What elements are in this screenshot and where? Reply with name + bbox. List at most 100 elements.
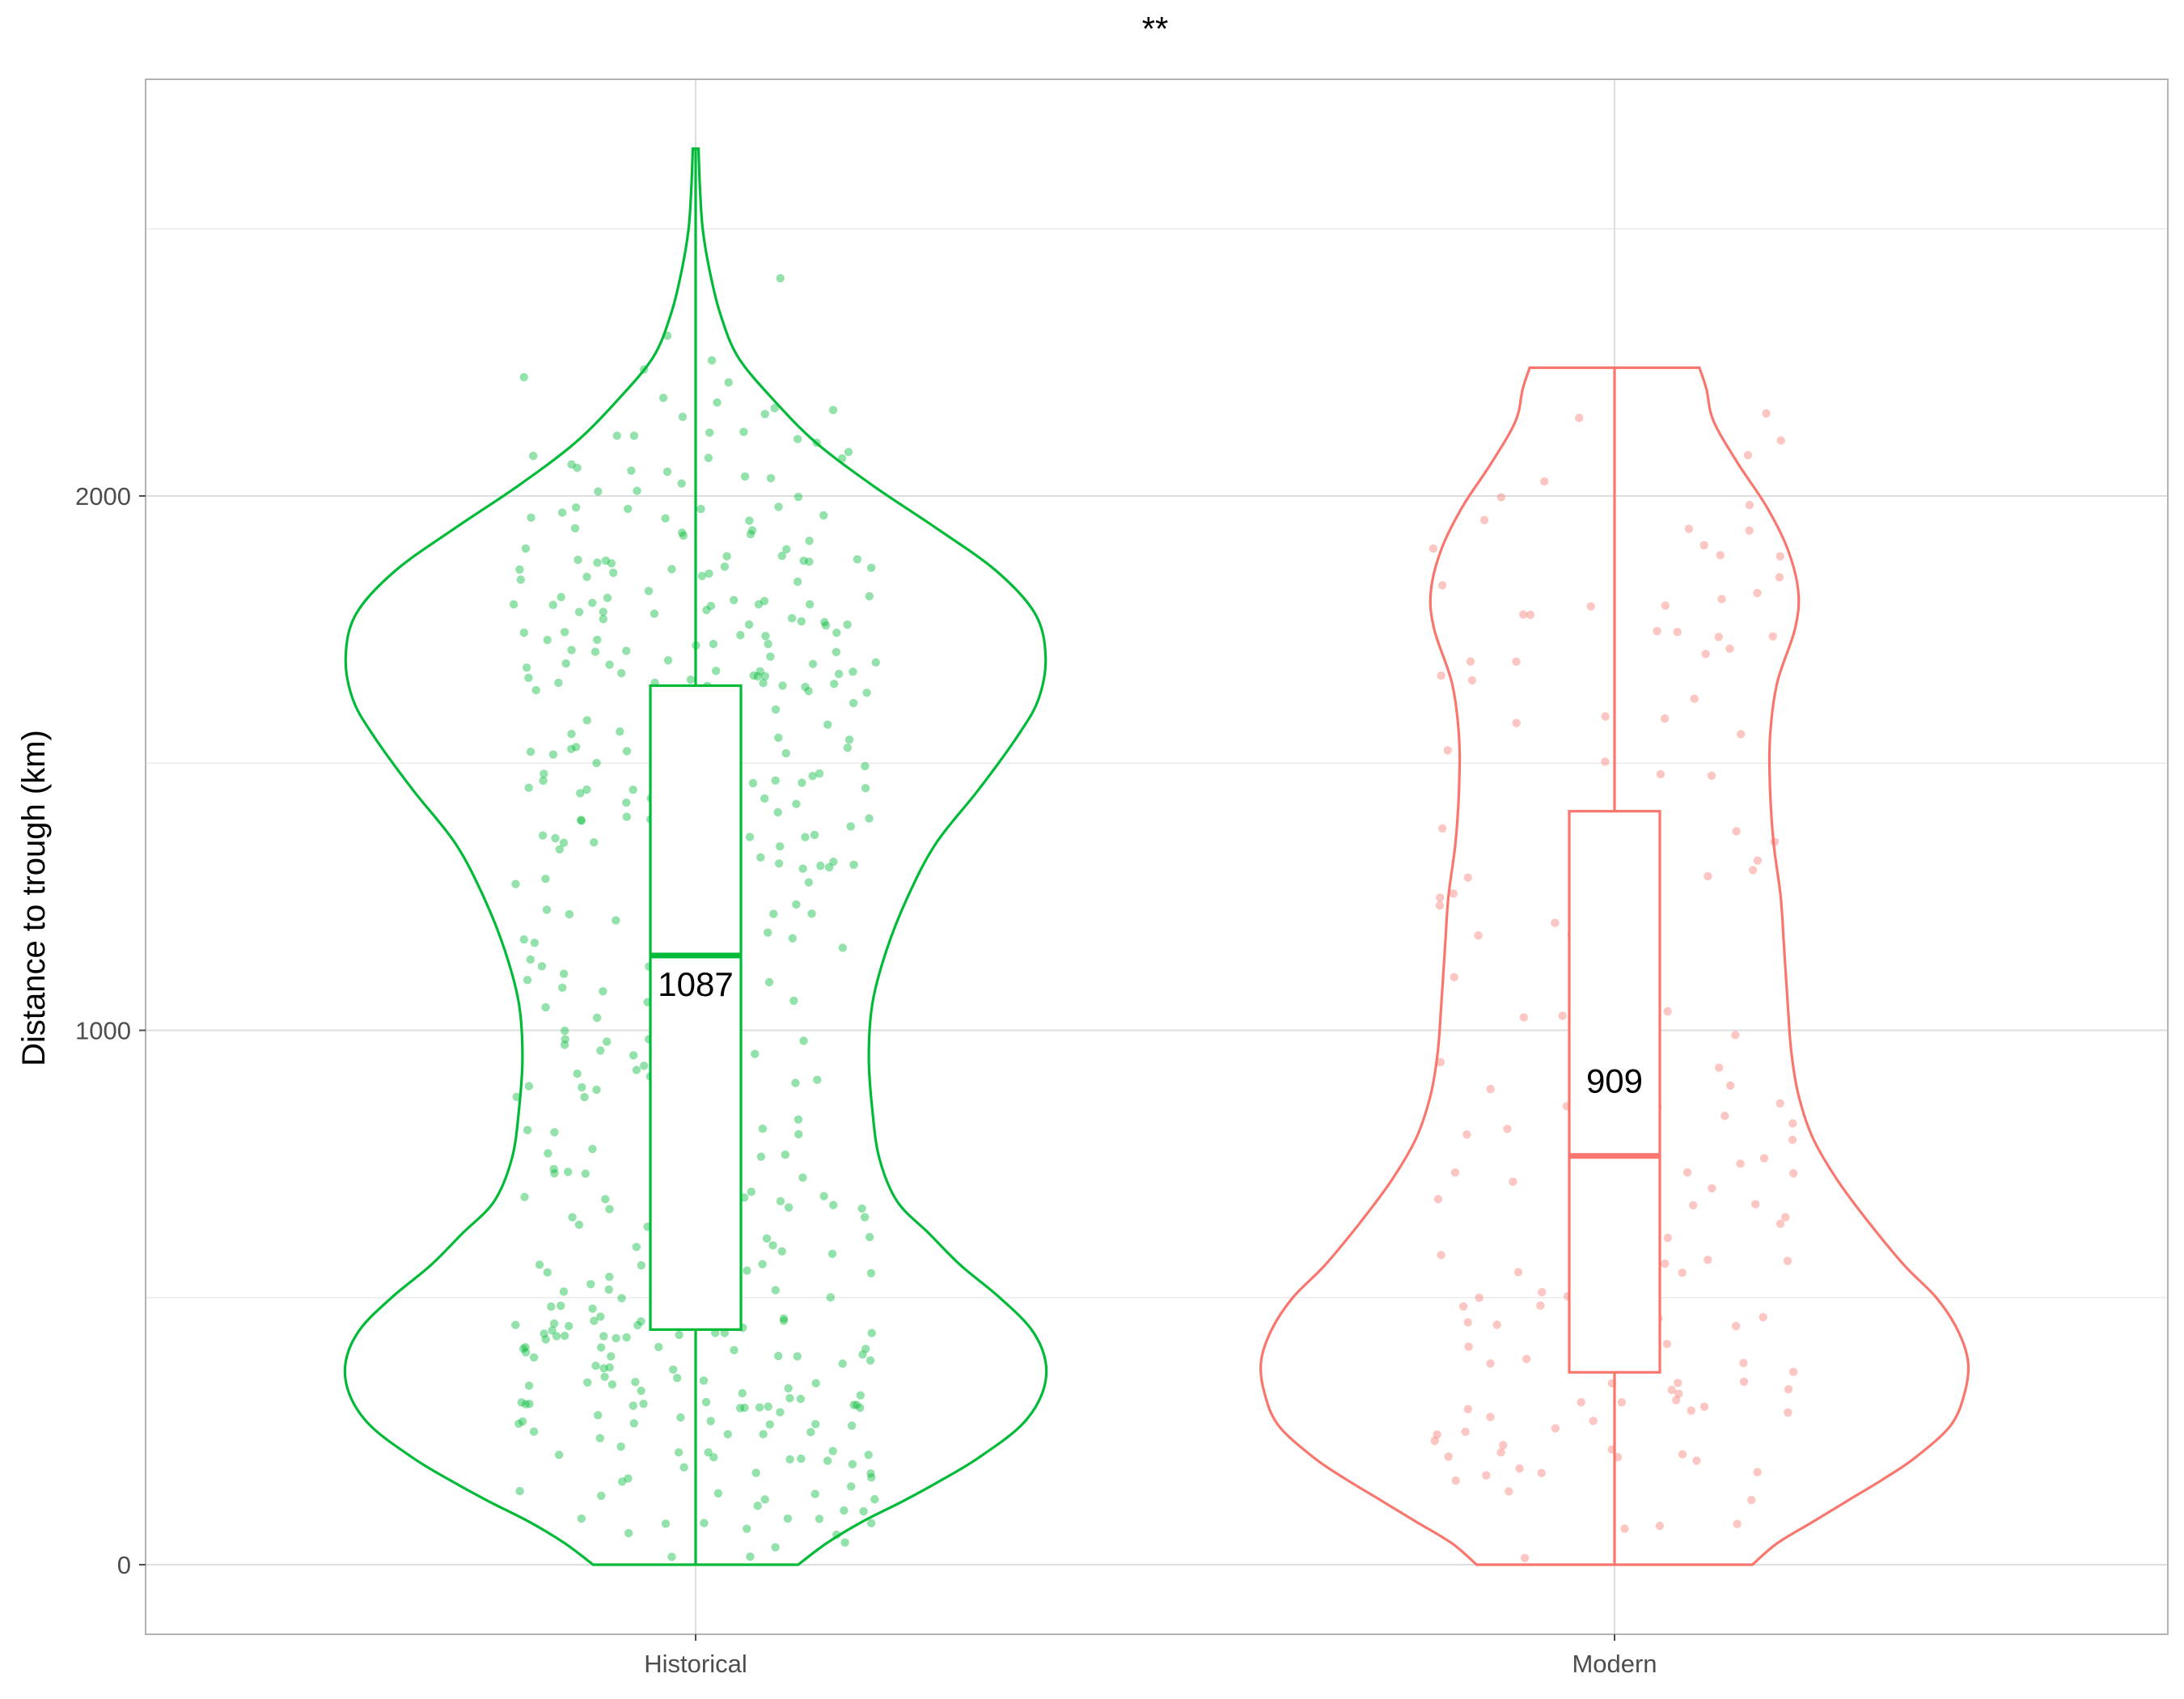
data-point-historical	[514, 1420, 523, 1428]
data-point-historical	[746, 833, 754, 841]
data-point-historical	[552, 1332, 561, 1340]
data-point-modern	[1497, 493, 1505, 501]
data-point-historical	[828, 1250, 836, 1258]
data-point-historical	[794, 435, 802, 443]
data-point-modern	[1663, 1007, 1671, 1015]
data-point-modern	[1450, 973, 1458, 981]
data-point-historical	[558, 508, 566, 516]
data-point-historical	[624, 505, 632, 513]
data-point-modern	[1437, 1058, 1445, 1066]
data-point-modern	[1726, 1082, 1734, 1090]
data-point-historical	[588, 1145, 596, 1153]
data-point-historical	[820, 618, 828, 626]
data-point-modern	[1467, 657, 1475, 665]
data-point-historical	[520, 935, 528, 943]
data-point-modern	[1499, 1441, 1507, 1449]
data-point-historical	[811, 1489, 819, 1498]
data-point-historical	[633, 487, 641, 495]
data-point-historical	[558, 984, 566, 992]
data-point-historical	[739, 428, 747, 436]
data-point-historical	[591, 647, 599, 655]
data-point-historical	[746, 1553, 754, 1561]
data-point-modern	[1503, 1125, 1511, 1133]
data-point-historical	[772, 705, 780, 714]
data-point-historical	[523, 663, 531, 672]
data-point-historical	[574, 556, 582, 564]
data-point-historical	[867, 564, 875, 572]
data-point-historical	[535, 1260, 544, 1269]
data-point-historical	[519, 1345, 527, 1353]
data-point-historical	[853, 1400, 861, 1409]
data-point-historical	[832, 1531, 840, 1539]
data-point-historical	[747, 530, 755, 538]
data-point-modern	[1434, 1195, 1442, 1203]
data-point-historical	[594, 1411, 602, 1419]
data-point-historical	[659, 394, 667, 402]
data-point-historical	[525, 784, 533, 792]
data-point-historical	[640, 366, 648, 374]
median-value-label: 909	[1586, 1062, 1643, 1100]
data-point-modern	[1462, 1130, 1471, 1138]
data-point-historical	[754, 1502, 762, 1510]
data-point-historical	[667, 1553, 675, 1561]
data-point-modern	[1461, 1428, 1469, 1436]
data-point-historical	[761, 632, 769, 640]
data-point-historical	[764, 1402, 772, 1410]
data-point-modern	[1601, 712, 1609, 720]
data-point-historical	[819, 1192, 827, 1200]
data-point-historical	[583, 1379, 591, 1387]
data-point-historical	[708, 356, 716, 364]
data-point-historical	[603, 1037, 611, 1045]
data-point-modern	[1474, 931, 1482, 939]
data-point-historical	[557, 593, 565, 601]
data-point-modern	[1661, 1260, 1669, 1268]
data-point-modern	[1520, 1013, 1528, 1021]
data-point-historical	[640, 1061, 648, 1070]
data-point-historical	[792, 900, 800, 909]
data-point-historical	[743, 1524, 751, 1532]
data-point-historical	[575, 1221, 583, 1229]
data-point-modern	[1663, 1340, 1671, 1348]
data-point-historical	[582, 573, 590, 581]
data-point-historical	[607, 1352, 615, 1360]
data-point-historical	[778, 552, 786, 560]
data-point-modern	[1538, 1469, 1546, 1477]
data-point-historical	[794, 1116, 802, 1124]
data-point-modern	[1664, 1234, 1672, 1242]
data-point-historical	[865, 814, 873, 822]
data-point-historical	[815, 769, 823, 777]
data-point-historical	[870, 1495, 878, 1503]
data-point-historical	[613, 431, 621, 439]
y-tick-label: 0	[117, 1551, 131, 1579]
data-point-historical	[593, 636, 601, 644]
y-tick-label: 1000	[75, 1017, 131, 1045]
data-point-historical	[807, 909, 815, 917]
data-point-historical	[609, 569, 617, 577]
data-point-historical	[866, 592, 874, 600]
data-point-historical	[829, 406, 837, 414]
data-point-historical	[605, 1273, 613, 1281]
data-point-historical	[532, 686, 540, 694]
data-point-historical	[663, 468, 671, 476]
data-point-modern	[1438, 824, 1446, 833]
data-point-modern	[1769, 632, 1777, 640]
data-point-historical	[629, 786, 637, 794]
data-point-modern	[1656, 1522, 1664, 1530]
data-point-historical	[794, 578, 802, 586]
data-point-historical	[630, 1419, 638, 1427]
data-point-historical	[867, 1269, 875, 1277]
data-point-historical	[551, 834, 559, 842]
data-point-modern	[1732, 827, 1740, 835]
data-point-historical	[751, 1468, 760, 1477]
data-point-historical	[774, 502, 782, 511]
data-point-historical	[599, 987, 607, 995]
significance-annotation: **	[1142, 10, 1169, 48]
data-point-historical	[622, 799, 630, 807]
data-point-historical	[645, 587, 653, 595]
data-point-modern	[1700, 541, 1708, 549]
data-point-modern	[1429, 544, 1437, 553]
data-point-historical	[774, 808, 782, 816]
data-point-modern	[1781, 1213, 1789, 1221]
data-point-modern	[1776, 573, 1784, 581]
data-point-historical	[756, 1403, 764, 1411]
